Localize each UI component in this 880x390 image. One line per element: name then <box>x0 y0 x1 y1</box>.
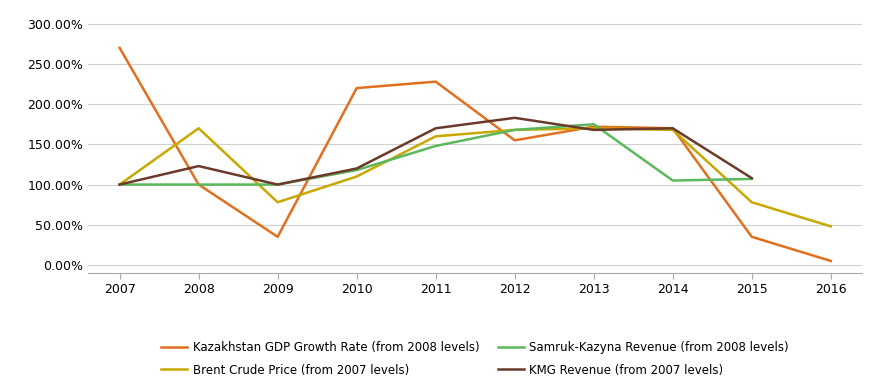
Legend: Kazakhstan GDP Growth Rate (from 2008 levels), Brent Crude Price (from 2007 leve: Kazakhstan GDP Growth Rate (from 2008 le… <box>157 337 794 381</box>
